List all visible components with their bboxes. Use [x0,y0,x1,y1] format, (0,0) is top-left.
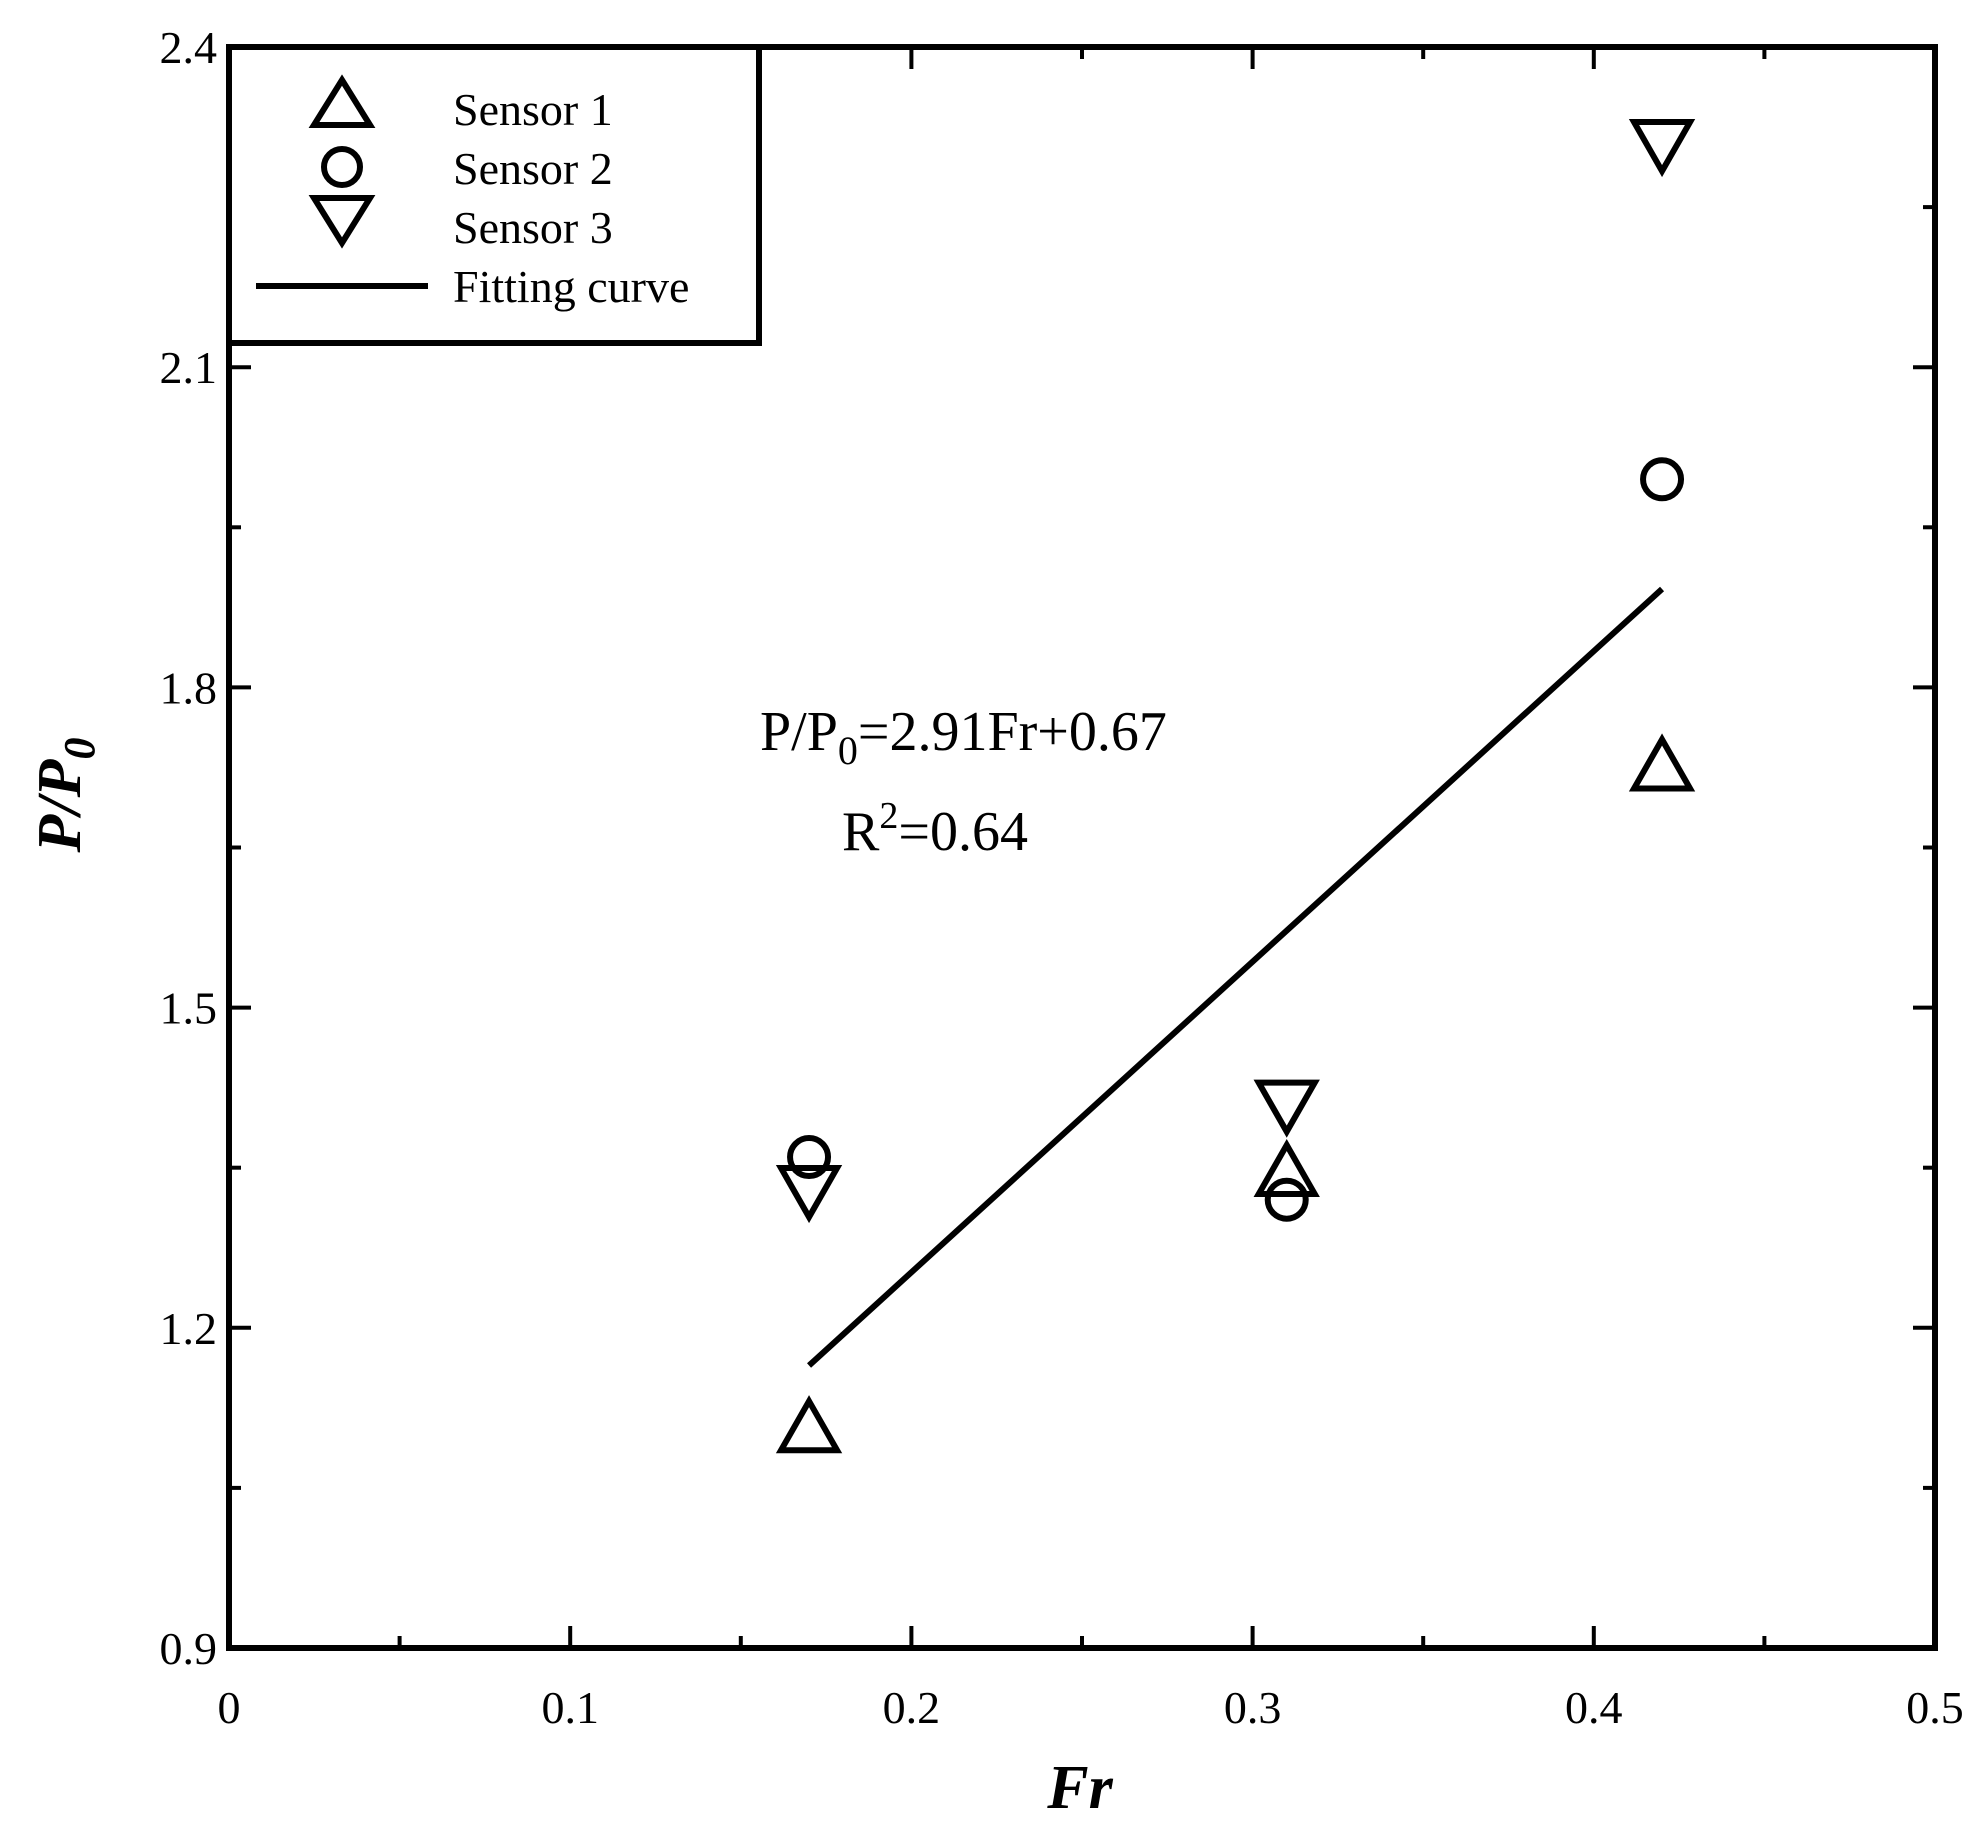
data-point-sensor-2 [1640,457,1685,502]
legend-marker-sensor-1 [308,74,376,128]
data-points [775,119,1696,1454]
y-tick-label: 1.8 [160,662,218,713]
data-point-sensor-2 [787,1135,832,1180]
data-point-sensor-3 [1628,119,1696,178]
fit-equation: P/P0=2.91Fr+0.67 [760,701,1167,773]
fit-line [807,586,1665,1368]
fit-r-squared: R2=0.64 [842,795,1028,863]
data-point-sensor-2 [1264,1177,1309,1222]
x-tick-label: 0.2 [883,1682,941,1733]
legend: Sensor 1 Sensor 2 Sensor 3 Fitting curve [226,44,762,346]
x-tick-label: 0.1 [541,1682,599,1733]
y-tick-label: 0.9 [160,1623,218,1674]
data-point-sensor-3 [775,1165,843,1224]
fit-line-layer [807,586,1665,1368]
data-point-sensor-1 [1253,1138,1320,1198]
legend-marker-sensor-3 [308,195,376,249]
legend-label-sensor-2: Sensor 2 [453,143,613,194]
y-tick-label: 1.2 [160,1303,218,1354]
x-tick-label: 0 [218,1682,241,1733]
legend-label-sensor-1: Sensor 1 [453,84,613,135]
y-tick-label: 2.1 [160,342,218,393]
legend-marker-sensor-2 [321,146,363,188]
data-point-sensor-3 [1253,1079,1320,1138]
data-point-sensor-1 [775,1395,843,1454]
y-tick-label: 2.4 [160,22,218,73]
legend-label-fitting-curve: Fitting curve [453,261,689,312]
x-axis-title: Fr [1046,1754,1113,1822]
x-tick-label: 0.4 [1565,1682,1623,1733]
x-tick-label: 0.3 [1224,1682,1282,1733]
data-point-sensor-1 [1628,733,1696,792]
y-tick-label: 1.5 [160,983,218,1034]
legend-label-sensor-3: Sensor 3 [453,202,613,253]
axis-ticks: 0 0.1 0.2 0.3 0.4 0.5 0.9 1.2 1.5 1.8 2.1 2.4 [160,22,1964,1733]
x-tick-label: 0.5 [1906,1682,1964,1733]
y-axis-title: P/P0 [26,738,104,854]
